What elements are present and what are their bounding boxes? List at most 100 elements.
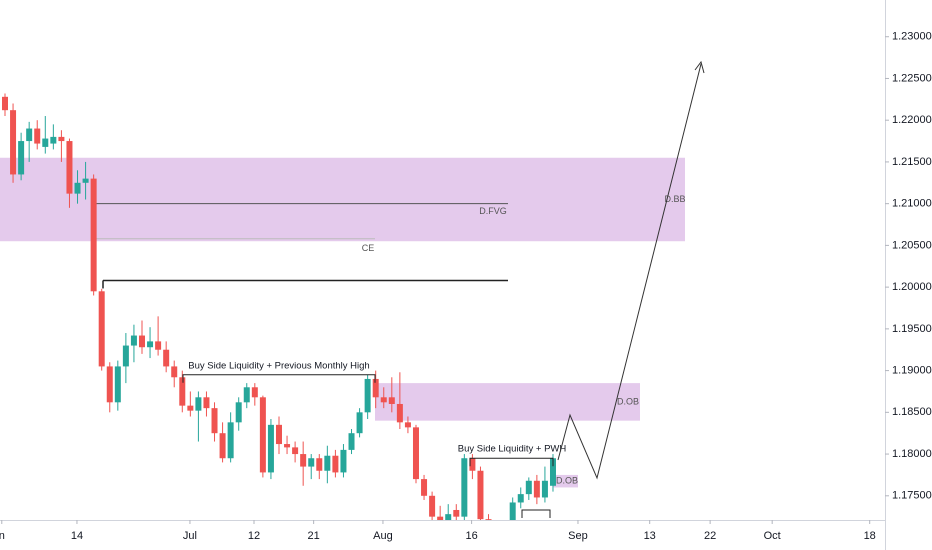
candle-body	[235, 402, 242, 423]
zone	[0, 157, 685, 242]
x-tick-label: 21	[308, 530, 320, 542]
y-tick-label: 1.22500	[892, 72, 932, 84]
candle-body	[380, 397, 387, 403]
y-tick-label: 1.20000	[892, 281, 932, 293]
zone	[553, 474, 578, 488]
candle-body	[541, 480, 548, 498]
x-tick-label: 13	[644, 530, 656, 542]
bracket	[521, 509, 551, 518]
candle-body	[412, 427, 419, 480]
candle-body	[469, 458, 476, 471]
candle-body	[155, 341, 162, 350]
candle-body	[517, 494, 524, 503]
candle-body	[251, 387, 258, 398]
candle-body	[130, 335, 137, 346]
candle-body	[138, 335, 145, 348]
candle-body	[549, 458, 556, 486]
candle-body	[179, 377, 186, 406]
x-tick-label: 18	[864, 530, 876, 542]
y-tick-label: 1.23000	[892, 31, 932, 43]
candle-body	[461, 458, 468, 517]
candle-body	[340, 449, 347, 473]
y-tick-label: 1.18500	[892, 406, 932, 418]
candle-body	[26, 128, 33, 142]
candle-body	[259, 397, 266, 473]
candle-body	[332, 455, 339, 473]
x-tick-label: n	[0, 530, 5, 542]
x-tick-label: 22	[704, 530, 716, 542]
candle-body	[219, 433, 226, 459]
candle-body	[98, 291, 105, 367]
candle-body	[74, 182, 81, 194]
x-tick-label: Jul	[183, 530, 197, 542]
x-tick-label: 12	[248, 530, 260, 542]
candle-body	[404, 422, 411, 428]
y-tick-label: 1.19000	[892, 365, 932, 377]
candle-body	[171, 366, 178, 378]
candle-body	[163, 349, 170, 367]
candle-body	[324, 455, 331, 471]
candle-body	[396, 403, 403, 423]
candle-body	[445, 514, 452, 520]
candle-body	[1, 96, 8, 111]
candle-body	[364, 378, 371, 413]
candle-body	[388, 397, 395, 404]
candle-body	[42, 138, 49, 147]
bracket	[469, 457, 554, 467]
y-tick-label: 1.22000	[892, 114, 932, 126]
candle-body	[477, 470, 484, 520]
y-tick-label: 1.20500	[892, 239, 932, 251]
candle-body	[34, 128, 41, 144]
y-tick-label: 1.17500	[892, 490, 932, 502]
candle-body	[18, 141, 25, 175]
candle-body	[453, 509, 460, 517]
level-label: CE	[362, 243, 375, 253]
candle-body	[82, 178, 89, 183]
candle-body	[211, 408, 218, 434]
candle-body	[90, 178, 97, 292]
y-tick-label: 1.21500	[892, 156, 932, 168]
projection-arrow	[694, 60, 705, 74]
candle-body	[292, 447, 299, 455]
candle-body	[533, 480, 540, 498]
zone-label: D.BB	[664, 194, 685, 204]
candle-body	[122, 345, 129, 367]
zone-label: D.OB	[556, 476, 578, 486]
zone	[375, 383, 640, 421]
candle-body	[525, 480, 532, 495]
candle-body	[372, 378, 379, 398]
x-tick-label: Oct	[764, 530, 781, 542]
projection	[557, 63, 702, 480]
candle-body	[203, 397, 210, 409]
candle-body	[195, 397, 202, 411]
candle-body	[429, 495, 436, 517]
candle-body	[356, 412, 363, 434]
candle-body	[316, 458, 323, 471]
bracket-label: Buy Side Liquidity + Previous Monthly Hi…	[188, 360, 369, 371]
level-label: D.FVG	[479, 206, 507, 216]
candle-body	[421, 479, 428, 496]
zone-label: D.OB	[617, 396, 639, 406]
candle-body	[284, 444, 291, 448]
candle-body	[227, 422, 234, 459]
candle-body	[187, 405, 194, 411]
candle-body	[243, 387, 250, 403]
candle-body	[147, 341, 154, 348]
candle-body	[348, 433, 355, 450]
candle-body	[300, 454, 307, 467]
candle-body	[58, 136, 65, 142]
bracket	[182, 374, 376, 383]
candle-body	[114, 366, 121, 403]
axes: 1.17500 1.18000 1.18500 1.19000 1.19500 1.200…	[0, 31, 932, 542]
candle-body	[308, 458, 315, 467]
y-tick-label: 1.18000	[892, 448, 932, 460]
candle-body	[275, 424, 282, 445]
bracket-label: Buy Side Liquidity + PWH	[458, 444, 567, 455]
y-tick-label: 1.21000	[892, 198, 932, 210]
x-tick-label: Aug	[373, 530, 393, 542]
x-tick-label: 16	[465, 530, 477, 542]
candle-body	[66, 141, 73, 194]
x-tick-label: 14	[71, 530, 83, 542]
candle-body	[50, 136, 57, 144]
